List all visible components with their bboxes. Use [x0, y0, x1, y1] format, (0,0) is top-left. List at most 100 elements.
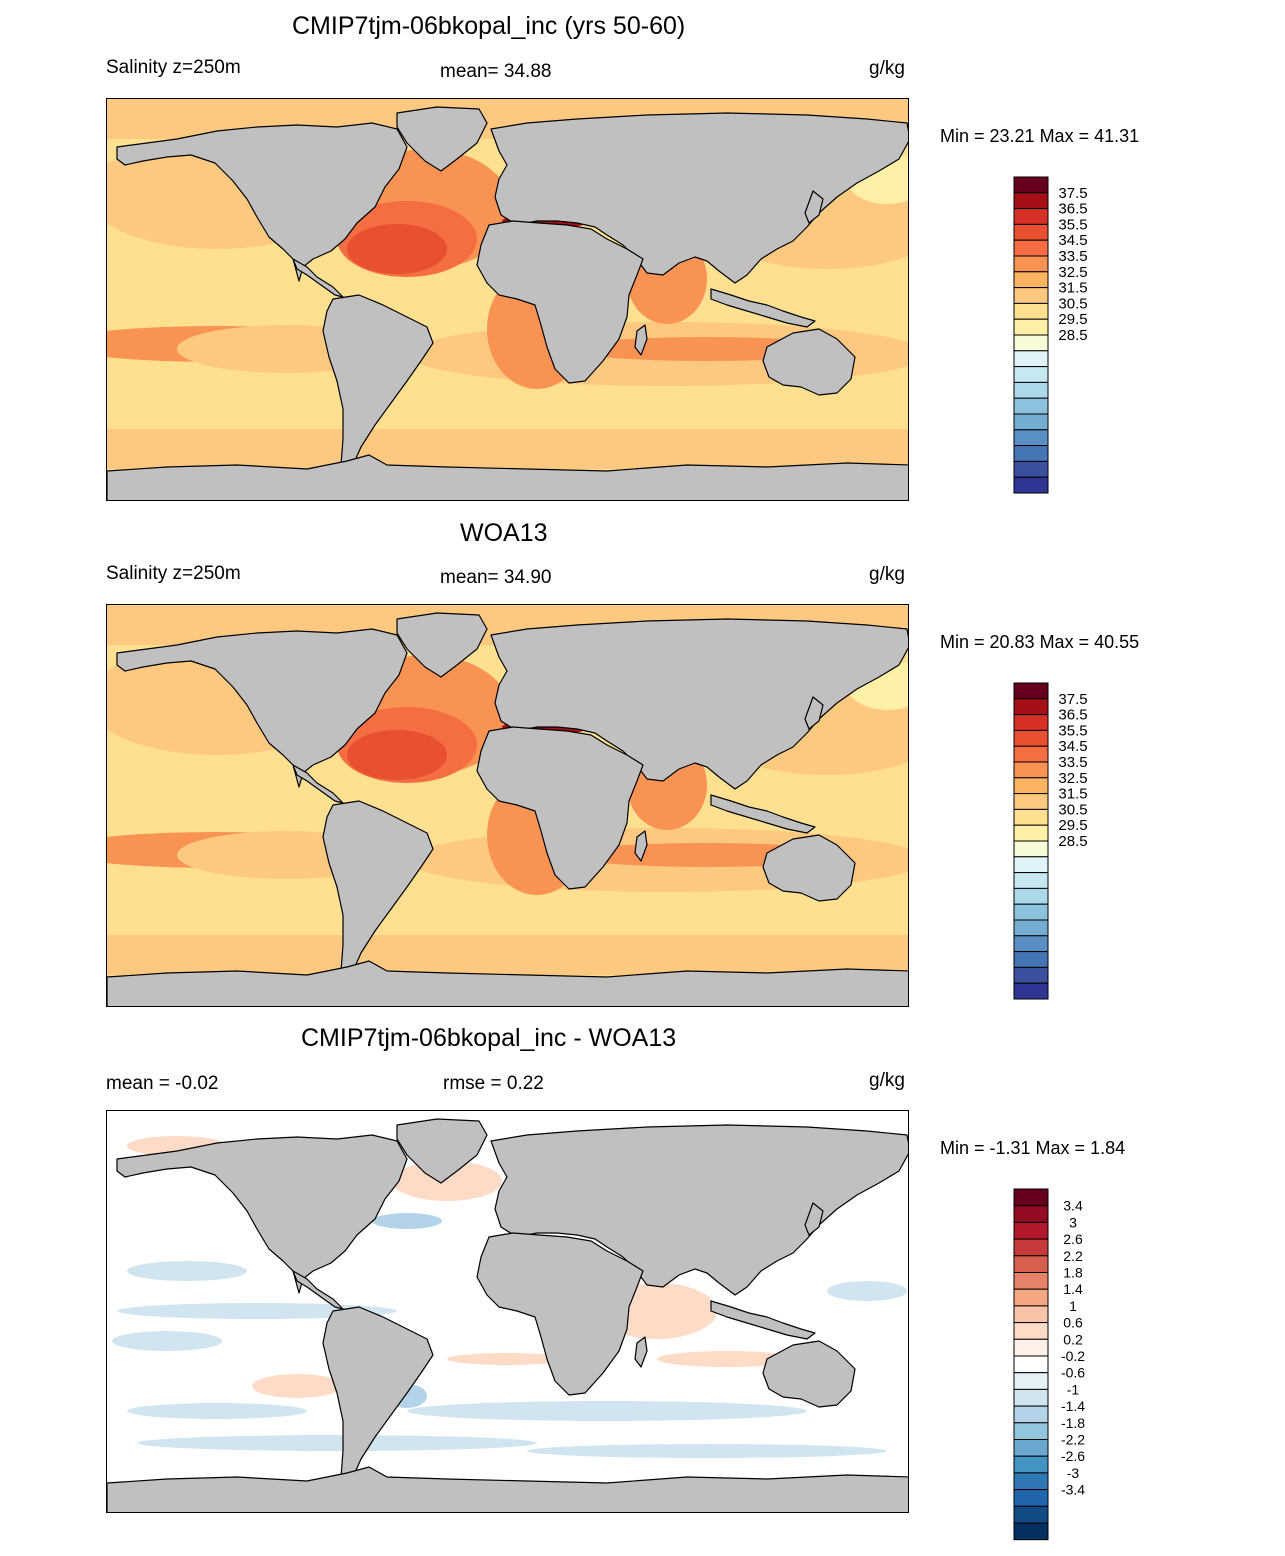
colorbar-tick-label: 3 [1069, 1214, 1077, 1230]
colorbar-swatch [1013, 302, 1049, 320]
landmass-camerica [292, 1270, 344, 1310]
colorbar-tick-label: 36.5 [1058, 201, 1087, 218]
colorbar-swatch [1013, 413, 1049, 431]
landmass-indo [710, 288, 816, 328]
landmass-australia [762, 1340, 856, 1408]
colorbar-tick-label: 3.4 [1063, 1198, 1083, 1214]
colorbar-swatch [1013, 903, 1049, 921]
colorbar-swatch [1013, 919, 1049, 937]
panel-title: CMIP7tjm-06bkopal_inc - WOA13 [301, 1024, 677, 1052]
colorbar-tick-label: -3.4 [1061, 1482, 1085, 1498]
colorbar-swatch [1013, 1238, 1049, 1257]
colorbar-swatch [1013, 682, 1049, 700]
colorbar-swatch [1013, 334, 1049, 352]
colorbar-tick-label: 34.5 [1058, 232, 1087, 249]
colorbar-swatch [1013, 271, 1049, 289]
colorbar-swatch [1013, 872, 1049, 889]
colorbar-tick-label: -2.2 [1061, 1432, 1085, 1448]
colorbar-tick-label: 36.5 [1058, 707, 1087, 724]
units-label: g/kg [869, 1070, 905, 1091]
colorbar-swatch [1013, 176, 1049, 194]
colorbar-tick-label: -1.8 [1061, 1415, 1085, 1431]
colorbar-swatch [1013, 1255, 1049, 1274]
colorbar-tick-label: 29.5 [1058, 311, 1087, 328]
colorbar-tick-label: -2.6 [1061, 1448, 1085, 1464]
colorbar-tick-label: 29.5 [1058, 817, 1087, 834]
landmass-samerica [322, 1306, 434, 1490]
colorbar-swatch [1013, 208, 1049, 225]
panel-title: WOA13 [460, 519, 548, 547]
landmass-japan [804, 1202, 824, 1236]
landmass-camerica [292, 258, 344, 298]
colorbar-tick-label: 30.5 [1058, 801, 1087, 818]
colorbar-swatch [1013, 239, 1049, 257]
salinity-colorbar: 37.5 36.5 35.5 34.5 33.5 32.5 31.5 30.5 29.5 28.5 [1013, 682, 1113, 1015]
colorbar-tick-label: 0.6 [1063, 1315, 1083, 1331]
variable-label: Salinity z=250m [106, 57, 241, 78]
colorbar-swatch [1013, 445, 1049, 462]
min-max-label: Min = -1.31 Max = 1.84 [940, 1138, 1126, 1158]
landmass-japan [804, 696, 824, 730]
colorbar-swatch [1013, 1388, 1049, 1407]
landmass-madagascar [634, 324, 648, 356]
colorbar-tick-label: 30.5 [1058, 295, 1087, 312]
landmass-africa [476, 220, 644, 384]
salinity-map [106, 604, 909, 1007]
mean-label: mean = -0.02 [106, 1073, 219, 1094]
colorbar-tick-label: 33.5 [1058, 754, 1087, 771]
landmass-africa [476, 1232, 644, 1396]
colorbar-swatch [1013, 1288, 1049, 1307]
variable-label: Salinity z=250m [106, 563, 241, 584]
colorbar-swatch [1013, 840, 1049, 858]
colorbar-tick-label: 1.4 [1063, 1281, 1083, 1297]
colorbar-swatch [1013, 966, 1049, 984]
colorbar-tick-label: 1.8 [1063, 1265, 1083, 1281]
colorbar-swatch [1013, 887, 1049, 905]
difference-map [106, 1110, 909, 1513]
mean-label: mean= 34.90 [440, 567, 552, 588]
colorbar-swatch [1013, 381, 1049, 399]
landmass-africa [476, 726, 644, 890]
colorbar-tick-label: -1 [1067, 1381, 1080, 1397]
landmass-australia [762, 328, 856, 396]
min-max-label: Min = 20.83 Max = 40.55 [940, 632, 1140, 652]
colorbar-swatch [1013, 1188, 1049, 1207]
colorbar-swatch [1013, 1422, 1049, 1441]
colorbar-swatch [1013, 1305, 1049, 1324]
colorbar-swatch [1013, 318, 1049, 336]
colorbar-swatch [1013, 1322, 1049, 1340]
colorbar-tick-label: 28.5 [1058, 833, 1087, 850]
landmass-japan [804, 190, 824, 224]
landmass-indo [710, 794, 816, 834]
colorbar-tick-label: -0.2 [1061, 1348, 1085, 1364]
colorbar-swatch [1013, 729, 1049, 747]
colorbar-swatch [1013, 1455, 1049, 1474]
rmse-label: rmse = 0.22 [443, 1073, 544, 1094]
landmass-indo [710, 1300, 816, 1340]
landmass-namerica [116, 1134, 408, 1294]
colorbar-swatch [1013, 255, 1049, 273]
colorbar-tick-label: 0.2 [1063, 1331, 1083, 1347]
colorbar-swatch [1013, 1505, 1049, 1524]
colorbar-swatch [1013, 192, 1049, 210]
colorbar-swatch [1013, 951, 1049, 968]
colorbar-tick-label: 2.2 [1063, 1248, 1083, 1264]
colorbar-tick-label: 1 [1069, 1298, 1077, 1314]
landmass-antarctica [107, 1466, 908, 1512]
colorbar-swatch [1013, 982, 1049, 1000]
colorbar-swatch [1013, 460, 1049, 478]
colorbar-swatch [1013, 856, 1049, 874]
colorbar-swatch [1013, 777, 1049, 795]
colorbar-swatch [1013, 1372, 1049, 1390]
colorbar-swatch [1013, 745, 1049, 763]
difference-colorbar: 3.4 3 2.6 2.2 1.8 1.4 1 0.6 0.2 -0.2 -0.6 -1 -1.4 -1.… [1013, 1188, 1113, 1556]
colorbar-tick-label: -0.6 [1061, 1365, 1085, 1381]
landmass-australia [762, 834, 856, 902]
colorbar-swatch [1013, 1221, 1049, 1240]
landmass-madagascar [634, 1336, 648, 1368]
landmass-antarctica [107, 454, 908, 500]
colorbar-swatch [1013, 476, 1049, 494]
landmass-antarctica [107, 960, 908, 1006]
colorbar-swatch [1013, 1272, 1049, 1290]
colorbar-tick-label: 31.5 [1058, 280, 1087, 297]
